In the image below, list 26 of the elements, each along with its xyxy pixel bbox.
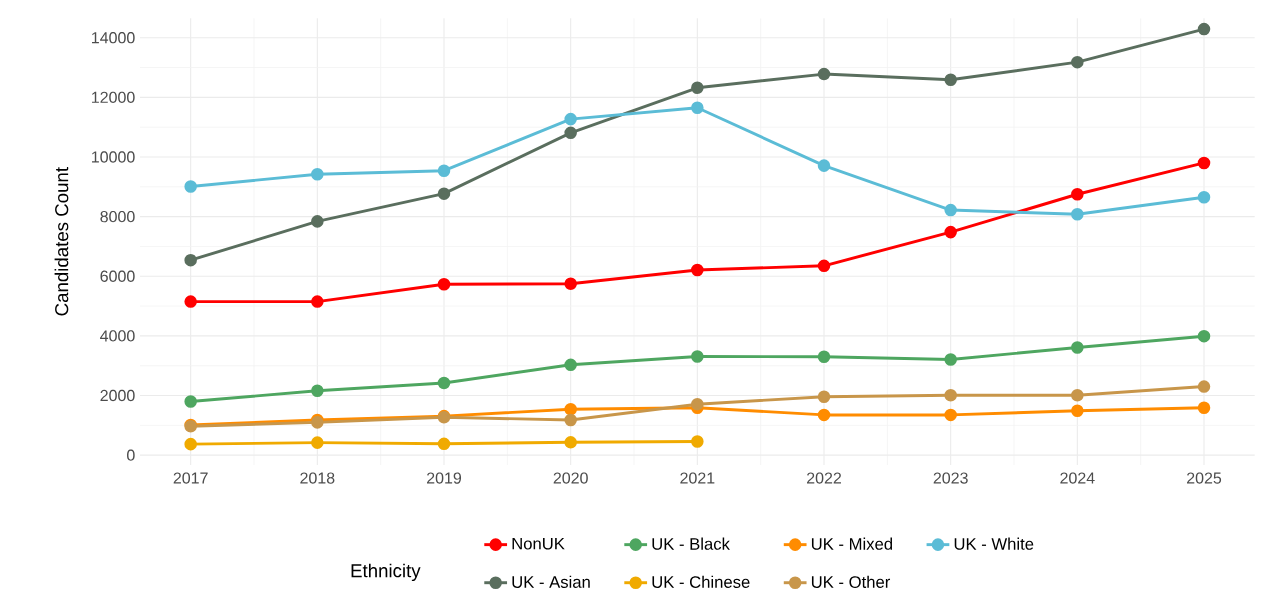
y-tick-label: 10000 (92, 151, 135, 163)
x-tick-label: 2025 (1187, 472, 1222, 484)
x-tick-label: 2023 (933, 472, 968, 484)
x-tick-label: 2018 (300, 472, 335, 484)
y-tick-label: 8000 (100, 210, 135, 223)
y-tick-label: 6000 (100, 270, 135, 282)
x-tick-label: 2017 (173, 472, 208, 484)
legend-title: Ethnicity (351, 563, 421, 582)
y-tick-label: 4000 (100, 330, 135, 342)
x-tick-label: 2024 (1060, 472, 1095, 484)
x-tick-label: 2019 (427, 472, 462, 484)
y-tick-label: 12000 (92, 91, 135, 103)
y-tick-label: 2000 (100, 389, 135, 402)
legend-label: UK - Mixed (811, 537, 893, 550)
legend-label: UK - Black (652, 537, 730, 550)
x-tick-label: 2022 (807, 472, 841, 484)
legend-label: UK - Chinese (652, 575, 750, 588)
x-tick-label: 2020 (553, 472, 588, 484)
legend-label: UK - Asian (512, 575, 590, 588)
y-tick-label: 14000 (92, 32, 135, 44)
legend-label: NonUK (512, 537, 565, 550)
legend-label: UK - Other (811, 575, 891, 588)
y-axis-title: Candidates Count (54, 167, 69, 316)
legend-label: UK - White (954, 537, 1034, 550)
x-tick-label: 2021 (680, 472, 715, 484)
y-tick-label: 0 (127, 449, 135, 461)
